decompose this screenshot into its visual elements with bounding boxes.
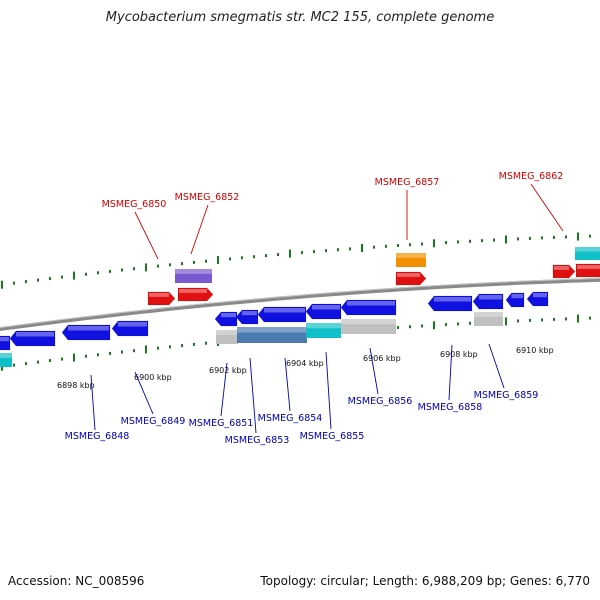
kbp-tick-label: 6910 kbp (516, 346, 554, 355)
reverse-gene-label: MSMEG_6848 (65, 431, 130, 442)
label-leader-line (488, 343, 505, 389)
label-leader-line (249, 357, 257, 434)
genome-backbone (0, 277, 600, 331)
reverse-gene-label: MSMEG_6855 (300, 431, 365, 442)
forward-gene (177, 287, 214, 302)
label-leader-line (448, 344, 453, 401)
steel-feature (237, 327, 307, 343)
label-leader-line (369, 347, 379, 395)
grey-feature (341, 319, 396, 334)
label-leader-line (190, 204, 209, 255)
label-leader-line (134, 211, 159, 260)
accession-text: Accession: NC_008596 (8, 574, 145, 588)
purple-feature (175, 269, 212, 283)
reverse-gene-label: MSMEG_6854 (258, 413, 323, 424)
forward-gene-label: MSMEG_6850 (102, 199, 167, 210)
kbp-tick-label: 6898 kbp (57, 381, 95, 390)
reverse-gene-label: MSMEG_6849 (121, 416, 186, 427)
forward-gene (147, 291, 176, 306)
cyan-feature (575, 247, 600, 260)
cyan-feature (0, 353, 12, 367)
grey-feature (474, 312, 503, 326)
reverse-gene-label: MSMEG_6858 (418, 402, 483, 413)
forward-gene-label: MSMEG_6862 (499, 171, 564, 182)
reverse-gene (305, 303, 342, 320)
kbp-tick-label: 6908 kbp (440, 350, 478, 359)
kbp-tick-label: 6906 kbp (363, 354, 401, 363)
kbp-tick-label: 6904 kbp (286, 359, 324, 368)
reverse-gene (214, 311, 238, 327)
map-title: Mycobacterium smegmatis str. MC2 155, co… (105, 10, 495, 25)
forward-gene-label: MSMEG_6857 (375, 177, 440, 188)
grey-feature (216, 330, 238, 344)
forward-gene (395, 271, 427, 286)
reverse-gene (9, 330, 56, 347)
kbp-tick-label: 6900 kbp (134, 373, 172, 382)
reverse-gene (111, 320, 149, 337)
reverse-gene (0, 335, 11, 351)
reverse-gene (472, 293, 504, 310)
kbp-tick-label: 6902 kbp (209, 366, 247, 375)
reverse-gene-label: MSMEG_6856 (348, 396, 413, 407)
reverse-gene (235, 309, 259, 325)
label-leader-line (284, 357, 291, 412)
forward-gene-label: MSMEG_6852 (175, 192, 240, 203)
cyan-feature (306, 323, 341, 338)
forward-gene (575, 263, 600, 278)
topology-text: Topology: circular; Length: 6,988,209 bp… (260, 574, 590, 588)
reverse-gene-label: MSMEG_6859 (474, 390, 539, 401)
reverse-gene (340, 299, 397, 316)
reverse-gene-label: MSMEG_6851 (189, 418, 254, 429)
label-leader-line (325, 351, 332, 430)
label-leader-line (134, 371, 154, 415)
label-leader-line (90, 374, 96, 431)
label-leader-line (530, 183, 564, 232)
label-leader-line (220, 362, 228, 417)
reverse-gene (505, 292, 525, 308)
rna-feature (396, 253, 426, 267)
reverse-gene (427, 295, 473, 312)
reverse-gene-label: MSMEG_6853 (225, 435, 290, 446)
reverse-gene (526, 291, 549, 307)
forward-gene (552, 264, 576, 279)
reverse-gene (61, 324, 111, 341)
reverse-gene (257, 306, 307, 323)
